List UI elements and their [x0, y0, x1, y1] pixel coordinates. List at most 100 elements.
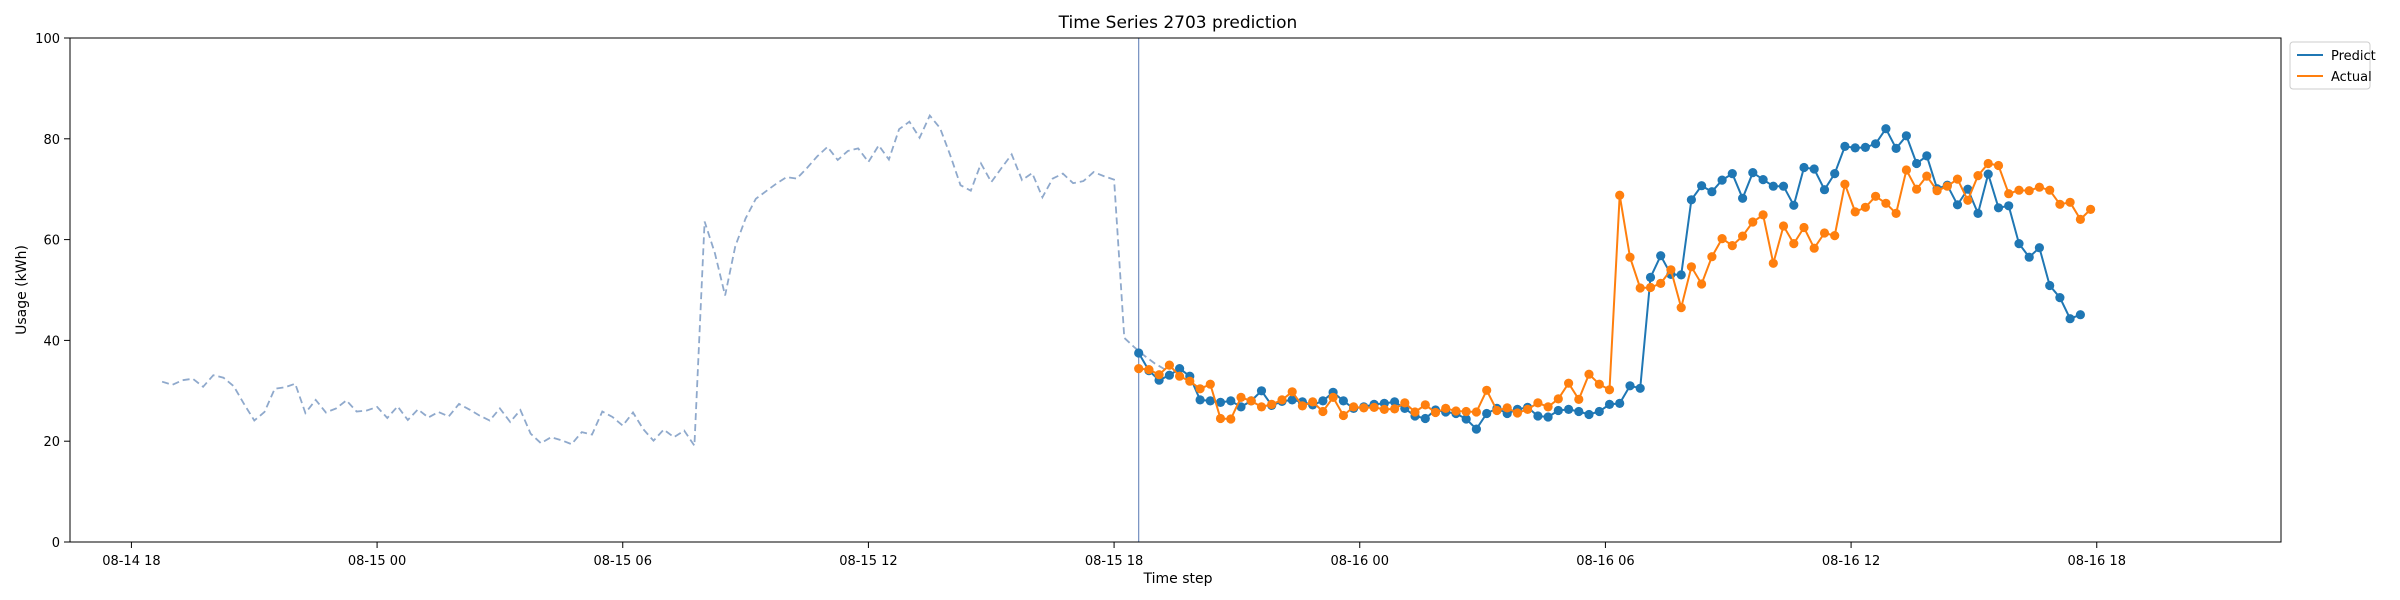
actual-point	[1287, 387, 1297, 397]
predict-point	[1830, 169, 1840, 179]
actual-point	[1604, 385, 1615, 395]
actual-point	[1523, 404, 1533, 414]
predict-point	[1256, 386, 1267, 396]
predict-point	[1727, 169, 1737, 179]
actual-point	[1430, 407, 1441, 418]
y-tick-label: 40	[43, 334, 60, 349]
predict-point	[1574, 406, 1584, 417]
legend-label-predict: Predict	[2331, 49, 2376, 64]
actual-point	[1451, 406, 1461, 416]
predict-point	[1390, 397, 1400, 407]
predict-point	[1564, 404, 1574, 414]
predict-point	[1952, 200, 1963, 210]
predict-point	[1840, 141, 1850, 151]
predict-point	[1164, 370, 1174, 380]
actual-point	[1175, 371, 1185, 381]
predict-point	[1881, 124, 1891, 134]
actual-point	[1871, 191, 1881, 201]
actual-point	[1983, 158, 1993, 169]
predict-point	[1748, 168, 1758, 178]
actual-point	[1830, 231, 1840, 241]
actual-point	[1768, 258, 1778, 268]
predict-point	[1676, 270, 1686, 280]
actual-point	[2034, 182, 2044, 192]
actual-point	[1308, 397, 1318, 407]
actual-point	[1185, 376, 1195, 386]
predict-point	[1799, 162, 1809, 173]
predict-point	[2045, 280, 2055, 291]
actual-point	[1789, 239, 1799, 249]
plot-area	[161, 38, 2096, 542]
actual-point	[1676, 303, 1686, 313]
actual-point	[1850, 207, 1860, 217]
predict-point	[1963, 184, 1973, 194]
actual-point	[1778, 221, 1789, 231]
predict-point	[2014, 239, 2024, 249]
actual-point	[1645, 282, 1656, 293]
actual-point	[1799, 222, 1809, 233]
predict-point	[1922, 151, 1932, 161]
actual-point	[2065, 197, 2075, 207]
actual-point	[1881, 198, 1891, 208]
actual-point	[1482, 385, 1492, 395]
actual-point	[1512, 408, 1522, 418]
actual-point	[1205, 379, 1215, 389]
actual-point	[1656, 278, 1666, 288]
y-tick-label: 80	[43, 133, 60, 148]
actual-point	[1400, 398, 1410, 408]
predict-point	[1543, 412, 1553, 422]
actual-point	[1359, 403, 1369, 413]
actual-point	[1318, 406, 1328, 417]
actual-point	[1584, 369, 1594, 379]
chart-title: Time Series 2703 prediction	[1058, 13, 1298, 33]
actual-point	[1901, 165, 1911, 175]
predict-point	[1768, 181, 1778, 191]
predict-point	[1195, 395, 1205, 405]
actual-point	[1922, 171, 1932, 181]
actual-point	[1819, 228, 1830, 238]
predict-point	[1205, 396, 1215, 406]
predict-point	[1584, 409, 1594, 420]
actual-point	[1553, 394, 1563, 404]
predict-point	[1645, 272, 1656, 282]
actual-point	[1502, 403, 1512, 413]
y-tick-label: 0	[52, 536, 60, 551]
legend-box	[2289, 41, 2371, 90]
actual-point	[1420, 400, 1430, 410]
predict-point	[1778, 181, 1789, 191]
actual-point	[1615, 190, 1625, 200]
actual-point	[1267, 399, 1277, 409]
predict-point	[1482, 408, 1492, 419]
predict-point	[1819, 185, 1830, 195]
predict-point	[1604, 399, 1615, 409]
actual-point	[1461, 406, 1471, 417]
predict-point	[2004, 201, 2014, 211]
predict-point	[1461, 414, 1471, 424]
actual-point	[1707, 252, 1717, 262]
predict-point	[2034, 243, 2044, 253]
x-tick-label: 08-15 06	[594, 554, 652, 569]
x-tick-label: 08-15 18	[1085, 554, 1143, 569]
predict-point	[1226, 396, 1236, 406]
actual-point	[1215, 413, 1226, 424]
x-tick-label: 08-16 00	[1331, 554, 1389, 569]
actual-point	[1134, 364, 1144, 374]
predict-point	[1789, 200, 1799, 210]
predict-point	[2075, 310, 2085, 320]
predict-point	[2024, 252, 2034, 262]
predict-point	[1553, 405, 1563, 416]
actual-point	[1666, 265, 1676, 275]
y-tick-label: 100	[35, 32, 60, 47]
predict-point	[1912, 158, 1922, 169]
actual-point	[2055, 199, 2065, 209]
axes: 0 20 40 60 80 100 08-14 18 08-15 00 08-15 06 08-1…	[35, 32, 2126, 569]
predict-point	[1134, 348, 1144, 358]
actual-point	[1993, 160, 2004, 171]
predict-point	[1615, 398, 1625, 408]
predict-point	[1860, 142, 1870, 152]
actual-point	[1727, 241, 1737, 251]
actual-point	[1952, 174, 1963, 184]
actual-point	[1594, 379, 1604, 389]
